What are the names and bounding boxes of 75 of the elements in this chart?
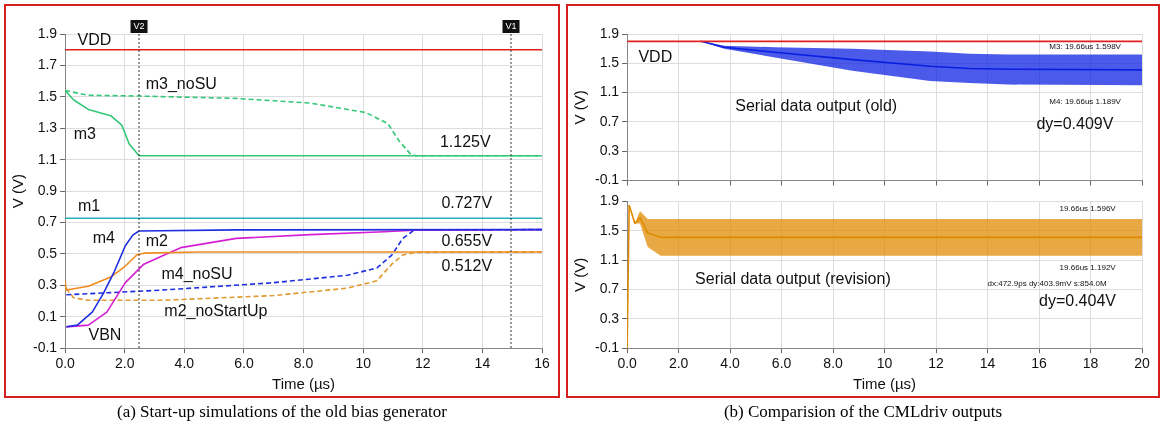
x-tick-label: 6.0 [234,355,254,372]
y-tick-label: 1.9 [37,24,58,41]
annotation: 0.727V [441,194,493,212]
x-tick-label: 16 [1031,355,1048,372]
x-axis-title: Time (µs) [272,375,336,393]
annotation: m1 [78,197,101,215]
y-tick-label: 0.5 [37,244,58,261]
y-tick-label: 1.1 [37,150,58,167]
x-tick-label: 2.0 [668,355,689,372]
x-tick-label: 20 [1134,355,1150,372]
x-tick-label: 16 [534,355,550,372]
y-tick-label: 1.1 [599,83,620,100]
y-tick-label: -0.1 [595,171,620,188]
y-tick-label: 1.5 [599,221,620,238]
y-tick-label: 0.3 [599,142,620,159]
x-tick-label: 14 [979,355,996,372]
annotation: m3 [73,124,97,142]
y-axis-title: V (V) [571,90,589,125]
annotation: M3: 19.66us 1.598V [1049,42,1122,52]
x-axis-title: Time (µs) [853,375,917,393]
y-tick-label: 1.9 [599,24,620,41]
annotation: m4_noSU [161,264,233,283]
x-tick-label: 12 [414,355,431,372]
y-tick-label: 0.7 [599,112,620,129]
y-tick-label: 1.7 [37,56,58,73]
annotation: dx:472.9ps dy:403.9mV s:854.0M [987,278,1108,288]
annotation: 0.512V [441,256,493,274]
y-axis-title: V (V) [9,174,27,209]
y-tick-label: 1.3 [37,119,58,136]
x-tick-label: 0.0 [55,355,76,372]
y-tick-label: 1.1 [599,250,620,267]
annotation: 19.66us 1.192V [1059,262,1117,272]
annotation: m4 [92,228,116,246]
x-tick-label: 12 [928,355,945,372]
annotation: m2 [145,231,169,249]
x-tick-label: 8.0 [823,355,844,372]
text: (b) Comparision of the CMLdriv outputs [722,402,1004,422]
y-tick-label: 0.7 [599,280,620,297]
y-tick-label: 0.7 [37,213,58,230]
annotation: Serial data output (old) [735,96,898,114]
x-tick-label: 4.0 [720,355,741,372]
annotation: M4: 19.66us 1.189V [1049,97,1122,107]
y-tick-label: 0.3 [37,276,58,293]
annotation: m2_noStartUp [164,302,268,321]
y-tick-label: 1.5 [599,54,620,71]
annotation: dy=0.409V [1036,114,1114,132]
y-tick-label: -0.1 [595,339,620,356]
y-tick-label: 1.5 [37,87,58,104]
annotation: VBN [88,326,122,344]
annotation: 19.66us 1.596V [1059,203,1117,213]
y-tick-label: 0.3 [599,309,620,326]
x-tick-label: 0.0 [617,355,638,372]
y-axis-title: V (V) [571,257,589,292]
annotation: 0.655V [441,231,493,249]
annotation: 1.125V [439,132,491,150]
x-tick-label: 4.0 [174,355,195,372]
x-tick-label: 6.0 [771,355,792,372]
x-tick-label: 14 [474,355,491,372]
x-tick-label: 10 [876,355,893,372]
ref-line-label: V1 [505,20,517,31]
y-tick-label: 0.9 [37,181,58,198]
y-tick-label: 0.1 [37,307,58,324]
ref-line-label: V2 [133,20,145,31]
annotation: dy=0.404V [1039,291,1117,309]
annotation: VDD [77,30,112,48]
annotation: m3_noSU [145,74,217,93]
y-tick-label: 1.9 [599,192,620,209]
annotation: Serial data output (revision) [695,270,891,288]
y-tick-label: -0.1 [33,339,58,356]
annotation: VDD [638,47,673,65]
x-tick-label: 18 [1082,355,1099,372]
text: (a) Start-up simulations of the old bias generator [116,402,448,422]
x-tick-label: 2.0 [115,355,135,372]
x-tick-label: 10 [355,355,372,372]
x-tick-label: 8.0 [293,355,314,372]
